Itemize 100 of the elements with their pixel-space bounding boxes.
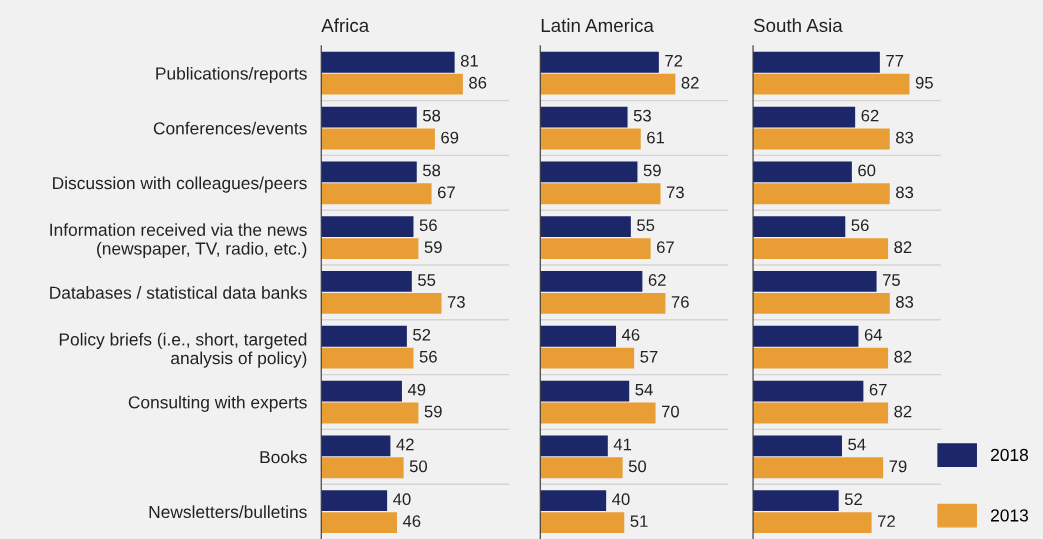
data-label: 70 <box>661 405 679 418</box>
bar <box>321 435 391 457</box>
data-label: 82 <box>894 241 912 254</box>
data-label: 72 <box>665 54 683 67</box>
bar <box>753 161 852 183</box>
data-label: 56 <box>851 219 869 232</box>
data-label: 82 <box>681 76 699 89</box>
bar <box>753 128 890 150</box>
y-tick-label: Databases / statistical data banks <box>50 286 307 299</box>
data-label: 76 <box>671 296 689 308</box>
bar <box>753 292 890 314</box>
data-label: 59 <box>424 241 442 254</box>
bar <box>321 271 412 292</box>
legend-label: 2018 <box>991 448 1029 462</box>
chart-title: South Asia <box>753 18 843 33</box>
bar <box>540 128 641 150</box>
data-label: 55 <box>637 219 655 232</box>
data-label: 53 <box>633 109 651 122</box>
bar <box>540 435 608 457</box>
bar <box>321 238 419 259</box>
data-label: 40 <box>393 493 411 506</box>
data-label: 56 <box>419 219 437 232</box>
data-label: 54 <box>848 438 866 451</box>
bar <box>753 347 889 369</box>
legend-label: 2013 <box>991 509 1028 522</box>
data-label: 69 <box>441 131 459 144</box>
bar <box>321 128 435 150</box>
bar <box>753 490 839 512</box>
data-label: 52 <box>413 328 431 341</box>
y-tick-label: Information received via the news (newspaper, TV, radio, etc.) <box>50 223 307 259</box>
y-tick-label: Books <box>260 450 307 464</box>
y-tick-label: Publications/reports <box>156 66 307 84</box>
data-label: 81 <box>460 54 478 67</box>
bar <box>753 325 859 347</box>
bar <box>321 106 417 128</box>
data-label: 58 <box>422 164 441 177</box>
bar <box>321 512 397 533</box>
bar <box>321 292 442 314</box>
data-label: 59 <box>643 164 661 177</box>
bar <box>753 271 877 292</box>
data-label: 50 <box>628 460 647 473</box>
bar <box>321 216 414 238</box>
data-label: 82 <box>894 350 912 363</box>
data-label: 60 <box>858 164 876 177</box>
data-label: 58 <box>422 109 441 122</box>
data-label: 75 <box>882 274 900 286</box>
bar <box>321 325 407 347</box>
bar <box>321 161 417 183</box>
bar <box>540 325 617 347</box>
bar <box>540 106 628 128</box>
chart-title: Latin America <box>541 18 654 33</box>
data-label: 46 <box>621 328 640 341</box>
bar <box>321 490 388 512</box>
bar <box>540 347 635 369</box>
data-label: 52 <box>844 493 862 506</box>
chart-title: Africa <box>321 18 370 33</box>
y-tick-label: Conferences/events <box>153 121 307 135</box>
bar <box>321 380 402 402</box>
data-label: 51 <box>630 515 648 528</box>
bar <box>540 402 656 424</box>
bar <box>540 271 643 292</box>
y-tick-label: Discussion with colleagues/peers <box>53 176 307 193</box>
bar <box>540 457 623 479</box>
data-label: 42 <box>396 438 414 451</box>
data-label: 61 <box>647 131 665 144</box>
data-label: 62 <box>648 274 666 286</box>
bar <box>321 457 404 479</box>
bar <box>540 292 666 314</box>
data-label: 57 <box>640 351 658 363</box>
data-label: 73 <box>447 296 465 308</box>
y-tick-label: Consulting with experts <box>128 395 307 412</box>
data-label: 54 <box>635 383 653 396</box>
y-tick-label: Newsletters/bulletins <box>149 505 307 519</box>
bar <box>321 347 414 369</box>
bar <box>321 183 432 205</box>
bar <box>540 183 661 205</box>
bar <box>321 402 419 424</box>
bar <box>540 490 607 512</box>
data-label: 72 <box>878 515 895 527</box>
bar <box>753 183 890 205</box>
data-label: 46 <box>402 515 421 528</box>
data-label: 67 <box>437 186 455 199</box>
data-label: 77 <box>886 55 904 67</box>
bar <box>753 512 872 533</box>
data-label: 82 <box>894 405 912 418</box>
data-label: 55 <box>418 274 436 286</box>
bar <box>540 73 676 95</box>
bar <box>540 51 659 73</box>
data-label: 56 <box>419 350 437 363</box>
data-label: 59 <box>424 405 442 418</box>
data-label: 50 <box>409 460 428 473</box>
data-label: 73 <box>666 186 684 199</box>
data-label: 40 <box>612 493 630 506</box>
data-label: 95 <box>915 76 933 89</box>
data-label: 79 <box>889 460 907 473</box>
bar <box>321 73 463 95</box>
bar <box>753 402 889 424</box>
data-label: 67 <box>869 383 887 396</box>
data-label: 83 <box>896 186 914 199</box>
bar <box>540 216 631 238</box>
